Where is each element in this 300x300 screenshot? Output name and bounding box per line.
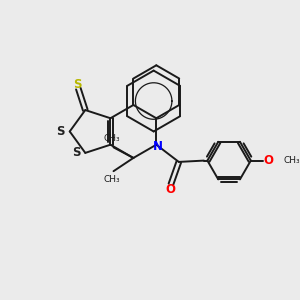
Text: O: O bbox=[264, 154, 274, 167]
Text: S: S bbox=[72, 146, 80, 159]
Text: CH₃: CH₃ bbox=[103, 134, 120, 143]
Text: N: N bbox=[153, 140, 163, 152]
Text: S: S bbox=[73, 78, 81, 92]
Text: S: S bbox=[56, 125, 65, 138]
Text: CH₃: CH₃ bbox=[103, 175, 120, 184]
Text: CH₃: CH₃ bbox=[284, 156, 300, 165]
Text: O: O bbox=[166, 183, 176, 196]
